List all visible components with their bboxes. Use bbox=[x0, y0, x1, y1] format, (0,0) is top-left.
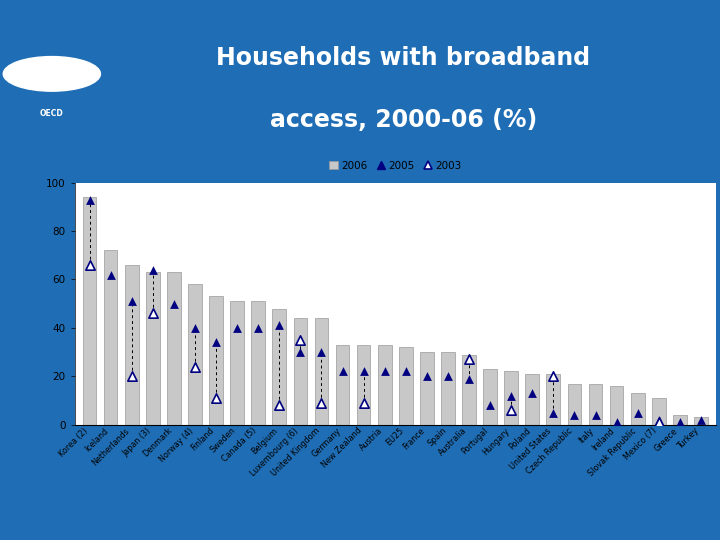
Bar bbox=[125, 265, 138, 424]
Point bbox=[168, 299, 179, 308]
Point bbox=[442, 372, 454, 381]
Bar bbox=[294, 318, 307, 424]
Bar bbox=[230, 301, 244, 424]
Point bbox=[505, 406, 517, 415]
Point bbox=[548, 408, 559, 417]
Bar bbox=[251, 301, 265, 424]
Point bbox=[231, 323, 243, 332]
Bar bbox=[83, 197, 96, 424]
Point bbox=[189, 323, 201, 332]
Point bbox=[315, 348, 327, 356]
Point bbox=[421, 372, 433, 381]
Bar bbox=[357, 345, 371, 424]
Bar bbox=[526, 374, 539, 424]
Point bbox=[126, 372, 138, 381]
Point bbox=[569, 411, 580, 420]
Bar bbox=[167, 272, 181, 424]
Point bbox=[147, 309, 158, 318]
Point bbox=[463, 355, 474, 363]
Point bbox=[485, 401, 496, 410]
Bar bbox=[546, 374, 560, 424]
Point bbox=[294, 348, 306, 356]
Point bbox=[105, 271, 117, 279]
Bar bbox=[188, 285, 202, 424]
Point bbox=[274, 321, 285, 330]
Point bbox=[84, 195, 95, 204]
Bar bbox=[272, 308, 286, 424]
Point bbox=[210, 338, 222, 347]
Bar bbox=[146, 272, 160, 424]
Point bbox=[358, 399, 369, 407]
Ellipse shape bbox=[3, 57, 101, 91]
Point bbox=[463, 374, 474, 383]
Bar bbox=[504, 372, 518, 424]
Bar bbox=[441, 352, 455, 424]
Bar bbox=[610, 386, 624, 424]
Point bbox=[548, 372, 559, 381]
Bar bbox=[315, 318, 328, 424]
Point bbox=[358, 367, 369, 376]
Text: OECD: OECD bbox=[40, 110, 63, 118]
Point bbox=[696, 416, 707, 424]
Bar bbox=[378, 345, 392, 424]
Bar bbox=[631, 393, 644, 424]
Bar bbox=[399, 347, 413, 424]
Point bbox=[189, 362, 201, 371]
Point bbox=[653, 418, 665, 427]
Legend: 2006, 2005, 2003: 2006, 2005, 2003 bbox=[325, 157, 466, 175]
Point bbox=[674, 418, 685, 427]
Point bbox=[126, 297, 138, 306]
Point bbox=[147, 266, 158, 274]
Text: access, 2000-06 (%): access, 2000-06 (%) bbox=[269, 108, 537, 132]
Bar bbox=[462, 355, 476, 424]
Point bbox=[253, 323, 264, 332]
Point bbox=[315, 399, 327, 407]
Bar bbox=[589, 383, 603, 424]
Point bbox=[84, 261, 95, 269]
Bar bbox=[567, 383, 581, 424]
Point bbox=[210, 394, 222, 402]
Point bbox=[379, 367, 390, 376]
Point bbox=[653, 416, 665, 424]
Point bbox=[337, 367, 348, 376]
Bar bbox=[652, 398, 665, 424]
Point bbox=[590, 411, 601, 420]
Point bbox=[274, 401, 285, 410]
Text: Households with broadband: Households with broadband bbox=[216, 46, 590, 71]
Point bbox=[611, 418, 622, 427]
Point bbox=[632, 408, 644, 417]
Point bbox=[505, 392, 517, 400]
Point bbox=[526, 389, 538, 397]
Bar bbox=[483, 369, 497, 424]
Bar bbox=[104, 251, 117, 424]
Bar bbox=[420, 352, 433, 424]
Bar bbox=[336, 345, 349, 424]
Point bbox=[294, 336, 306, 345]
Bar bbox=[210, 296, 223, 424]
Bar bbox=[694, 417, 708, 424]
Bar bbox=[673, 415, 687, 424]
Point bbox=[400, 367, 412, 376]
